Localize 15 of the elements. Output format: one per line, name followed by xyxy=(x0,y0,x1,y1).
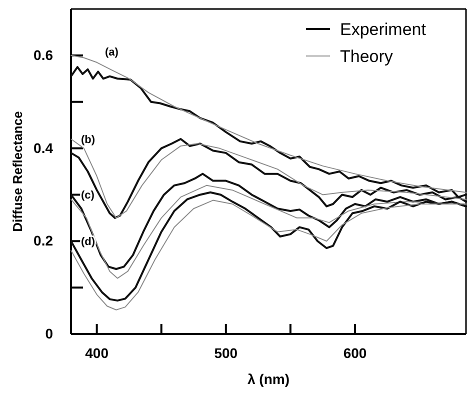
x-tick-label: 500 xyxy=(214,344,238,361)
annotation: (a) xyxy=(105,46,119,58)
annotation: (b) xyxy=(81,134,96,146)
x-tick-label: 600 xyxy=(343,344,367,361)
legend-label: Theory xyxy=(340,47,394,66)
annotation: (c) xyxy=(81,190,95,202)
x-tick-label: 400 xyxy=(85,344,109,361)
y-tick-label: 0.4 xyxy=(34,140,54,156)
annotation: (d) xyxy=(81,236,96,248)
y-tick-label: 0 xyxy=(45,325,54,342)
y-tick-label: 0.2 xyxy=(34,232,54,249)
y-axis-title: Diffuse Reflectance xyxy=(10,111,25,232)
x-axis-title: λ (nm) xyxy=(248,371,290,387)
legend-label: Experiment xyxy=(340,20,426,39)
y-tick-label: 0.6 xyxy=(34,46,54,63)
